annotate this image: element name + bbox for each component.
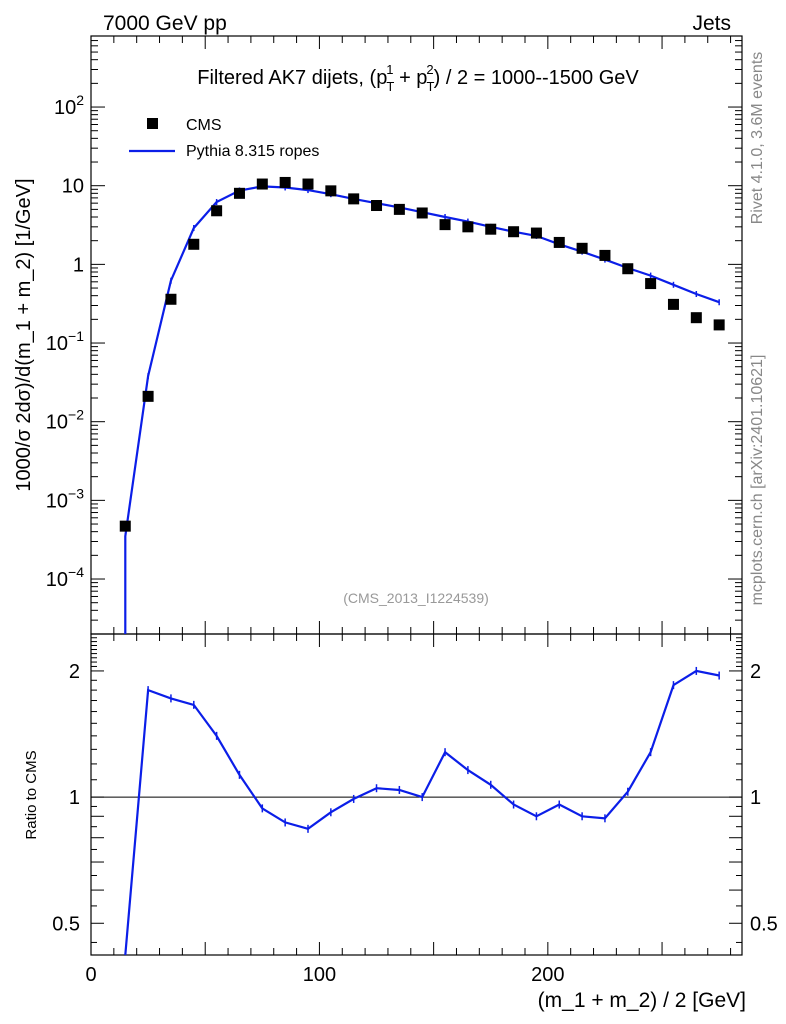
cms-data-point [393, 203, 405, 215]
ratio-ylabel: Ratio to CMS [23, 750, 40, 839]
cms-data-point [508, 226, 520, 238]
cms-data-point [325, 185, 337, 197]
legend-cms-marker [147, 118, 158, 129]
cms-data-point [165, 293, 177, 305]
ratio-y-tick-label-right: 2 [750, 661, 761, 683]
header-left: 7000 GeV pp [103, 12, 227, 35]
cms-data-point [599, 249, 611, 261]
cms-data-point [667, 298, 679, 310]
y-tick-label: 10−3 [46, 485, 84, 512]
cms-data-point [462, 221, 474, 233]
cms-data-point [530, 227, 542, 239]
cms-data-point [485, 223, 497, 235]
ratio-y-tick-label-left: 0.5 [52, 913, 80, 935]
ratio-y-tick-label-left: 2 [69, 661, 80, 683]
main-series [119, 176, 725, 634]
cms-data-point [690, 312, 702, 324]
mcplots-label: mcplots.cern.ch [arXiv:2401.10621] [749, 355, 766, 606]
cms-data-point [553, 236, 565, 248]
x-tick-label: 200 [531, 964, 564, 986]
cms-data-point [302, 178, 314, 190]
y-tick-label: 102 [54, 92, 84, 119]
mc-line [124, 185, 720, 634]
ratio-y-tick-label-right: 1 [750, 787, 761, 809]
cms-data-point [439, 219, 451, 231]
cms-data-point [188, 238, 200, 250]
ratio-y-tick-label-right: 0.5 [750, 913, 778, 935]
y-tick-label: 1 [73, 254, 84, 276]
cms-data-point [622, 263, 634, 275]
y-tick-label: 10−4 [46, 564, 84, 591]
x-axis-label: (m_1 + m_2) / 2 [GeV] [538, 989, 746, 1012]
cms-data-point [713, 319, 725, 331]
cms-data-point [371, 200, 383, 212]
main-title: Filtered AK7 dijets, (pT1 + pT2) / 2 = 1… [197, 62, 639, 94]
y-tick-label: 10 [62, 176, 84, 198]
cms-data-point [645, 278, 657, 290]
cms-data-point [142, 390, 154, 402]
ratio-panel-frame [90, 633, 743, 956]
x-tick-label: 0 [85, 964, 96, 986]
cms-data-point [256, 178, 268, 190]
cms-data-point [279, 176, 291, 188]
y-tick-label: 10−2 [46, 407, 84, 434]
rivet-label: Rivet 4.1.0, 3.6M events [749, 52, 766, 225]
cms-data-point [211, 205, 223, 217]
analysis-watermark: (CMS_2013_I1224539) [343, 590, 489, 606]
cms-data-point [576, 242, 588, 254]
cms-data-point [233, 187, 245, 199]
cms-data-point [416, 207, 428, 219]
cms-data-point [348, 193, 360, 205]
main-ylabel: 1000/σ 2dσ)/d(m_1 + m_2) [1/GeV] [13, 178, 35, 491]
main-axes: 10−4 10−3 10−2 10−1 1 10 102 [46, 35, 742, 635]
ratio-y-tick-label-left: 1 [69, 787, 80, 809]
cms-data-point [119, 520, 131, 532]
legend-cms-label: CMS [186, 117, 222, 134]
ratio-line [124, 669, 720, 956]
x-tick-label: 100 [303, 964, 336, 986]
y-tick-label: 10−1 [46, 328, 84, 355]
ratio-axes: 0 100 200 0.5 0.5 1 1 2 2 [52, 634, 778, 986]
header-right: Jets [692, 12, 731, 35]
legend-mc-label: Pythia 8.315 ropes [186, 143, 319, 160]
ratio-series [124, 666, 720, 956]
